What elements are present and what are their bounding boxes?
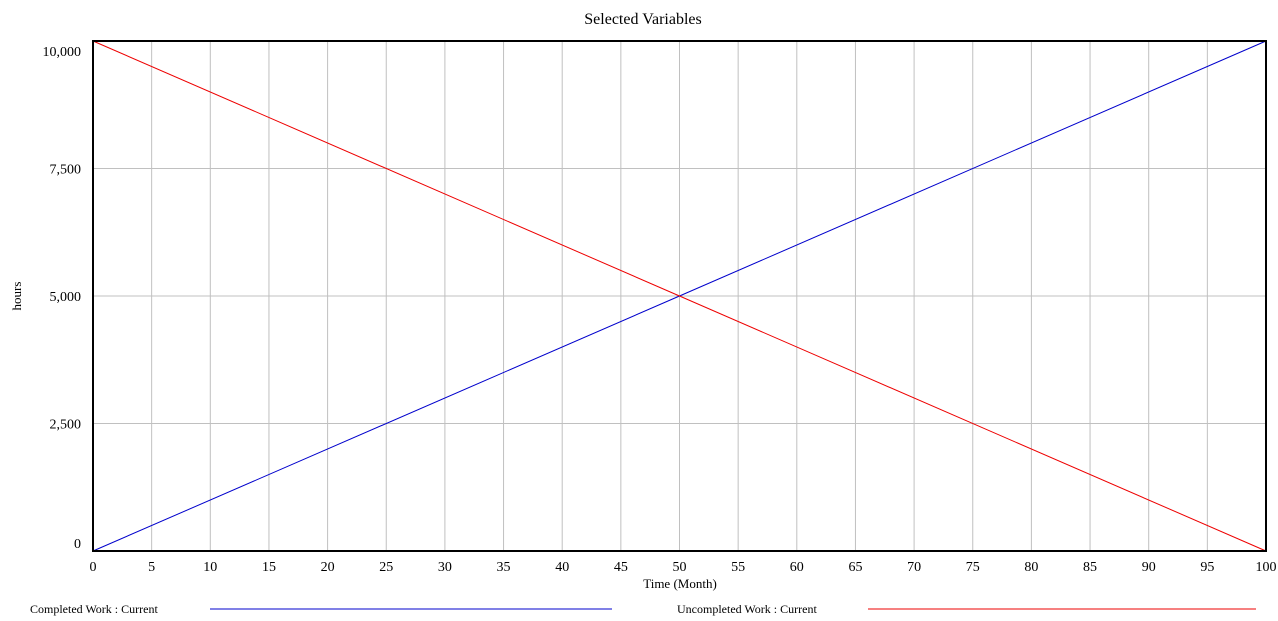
x-tick-label: 80	[1024, 560, 1038, 575]
x-tick-label: 20	[321, 560, 335, 575]
x-tick-label: 40	[555, 560, 569, 575]
y-axis-label: hours	[9, 282, 24, 311]
x-tick-label: 25	[379, 560, 393, 575]
legend-label-2: Uncompleted Work : Current	[677, 602, 817, 616]
y-tick-label: 2,500	[50, 418, 82, 433]
x-tick-label: 100	[1256, 560, 1277, 575]
x-tick-label: 65	[848, 560, 862, 575]
x-tick-labels: 0 5 10 15 20 25 30 35 40 45 50 55 60 65 70 75 80 85 90 95 10…	[90, 560, 1277, 575]
chart-title: Selected Variables	[584, 11, 701, 28]
x-tick-label: 85	[1083, 560, 1097, 575]
x-tick-label: 70	[907, 560, 921, 575]
legend-label-1: Completed Work : Current	[30, 602, 158, 616]
series-lines	[92, 40, 1267, 552]
series-line-2	[92, 40, 1267, 552]
x-tick-label: 15	[262, 560, 276, 575]
x-axis-label: Time (Month)	[643, 576, 717, 591]
x-tick-label: 45	[614, 560, 628, 575]
x-tick-label: 35	[497, 560, 511, 575]
x-tick-label: 60	[790, 560, 804, 575]
x-tick-label: 55	[731, 560, 745, 575]
y-tick-labels: 0 2,500 5,000 7,500 10,000	[43, 45, 82, 552]
x-tick-label: 10	[203, 560, 217, 575]
x-tick-label: 75	[966, 560, 980, 575]
grid-lines	[93, 41, 1266, 551]
y-tick-label: 7,500	[50, 163, 82, 178]
x-tick-label: 50	[673, 560, 687, 575]
y-tick-label: 10,000	[43, 45, 82, 60]
x-tick-label: 0	[90, 560, 97, 575]
legend: Completed Work : Current Uncompleted Work…	[30, 602, 1256, 616]
x-tick-label: 95	[1200, 560, 1214, 575]
y-tick-label: 0	[74, 537, 81, 552]
plot-frame	[92, 40, 1267, 552]
x-tick-label: 5	[148, 560, 155, 575]
x-tick-label: 90	[1142, 560, 1156, 575]
y-tick-label: 5,000	[50, 290, 82, 305]
x-tick-label: 30	[438, 560, 452, 575]
